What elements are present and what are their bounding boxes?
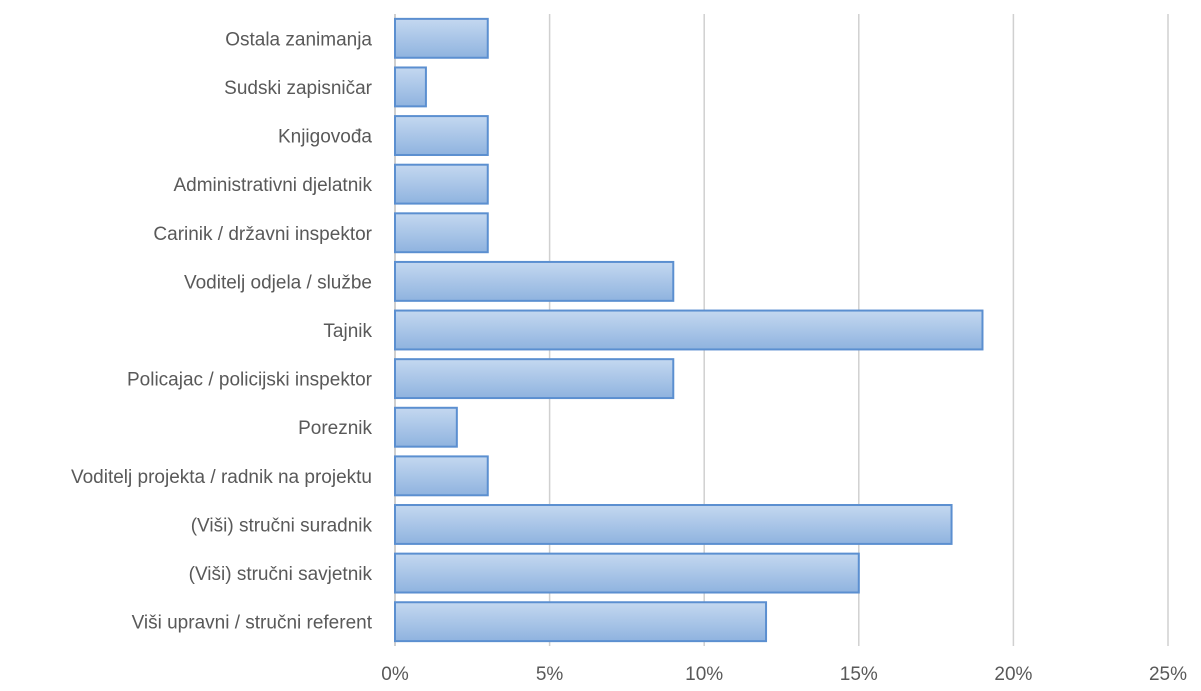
- bar: [394, 406, 458, 448]
- bar: [394, 115, 489, 156]
- bar: [394, 455, 489, 497]
- bar: [394, 66, 427, 108]
- category-label: Sudski zapisničar: [224, 78, 373, 99]
- bar: [394, 601, 768, 643]
- category-label: Voditelj odjela / službe: [184, 272, 372, 293]
- x-tick-label: 10%: [685, 664, 723, 685]
- category-label: (Viši) stručni savjetnik: [189, 564, 373, 585]
- category-label: Knjigovođa: [278, 127, 372, 148]
- bar: [394, 358, 675, 400]
- bar: [394, 17, 489, 59]
- category-label: Carinik / državni inspektor: [153, 224, 372, 245]
- category-label: Tajnik: [323, 321, 372, 342]
- bar: [394, 504, 953, 545]
- x-tick-label: 0%: [381, 664, 409, 685]
- bar: [394, 163, 489, 205]
- category-labels: Ostala zanimanja Sudski zapisničar Knjigov…: [71, 29, 373, 633]
- x-tick-label: 5%: [536, 664, 564, 685]
- category-label: (Viši) stručni suradnik: [191, 515, 373, 536]
- bar: [394, 260, 675, 302]
- category-label: Voditelj projekta / radnik na projektu: [71, 467, 372, 488]
- bar: [394, 212, 489, 254]
- x-tick-label: 20%: [994, 664, 1032, 685]
- bar: [394, 309, 984, 351]
- category-label: Ostala zanimanja: [225, 29, 372, 50]
- category-label: Policajac / policijski inspektor: [127, 370, 373, 391]
- bars: [394, 17, 984, 643]
- category-label: Viši upravni / stručni referent: [132, 613, 373, 634]
- bar: [394, 552, 860, 594]
- x-axis-tick-labels: 0% 5% 10% 15% 20% 25%: [381, 664, 1187, 685]
- x-tick-label: 25%: [1149, 664, 1187, 685]
- category-label: Administrativni djelatnik: [173, 175, 372, 196]
- x-tick-label: 15%: [840, 664, 878, 685]
- category-label: Poreznik: [298, 418, 372, 439]
